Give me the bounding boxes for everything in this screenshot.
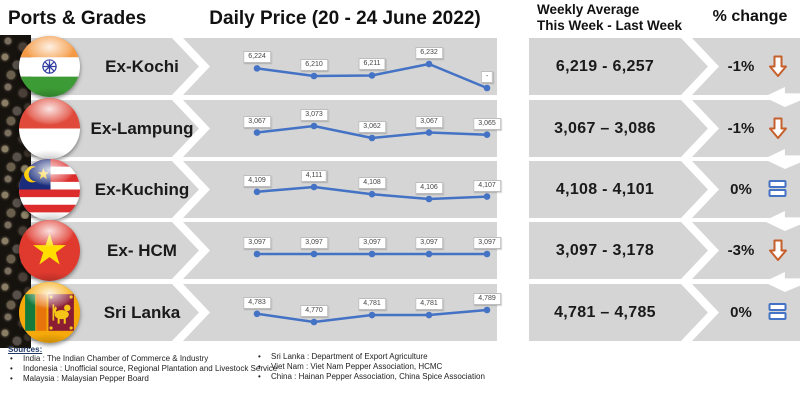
trend-down-icon	[768, 239, 792, 263]
malaysia-flag-icon	[19, 159, 80, 220]
data-label: 4,111	[300, 170, 328, 182]
port-name: Ex- HCM	[107, 241, 177, 260]
data-label: 3,097	[243, 237, 271, 249]
column-header-ports-grades: Ports & Grades	[8, 8, 147, 29]
data-label: 4,783	[243, 296, 271, 309]
weekly-average-line2: This Week - Last Week	[537, 18, 683, 33]
sparkline-chart: 4,783 4,770 4,781 4,781 4,789	[217, 284, 517, 341]
percent-change-value: 0%	[730, 304, 752, 321]
indonesia-flag-icon	[19, 98, 80, 159]
weekly-average-value: 3,097 - 3,178	[555, 242, 655, 259]
column-header-daily-price: Daily Price (20 - 24 June 2022)	[209, 8, 481, 29]
port-row-ex-hcm: Ex- HCM 3,097 3,097 3,097 3,097 3,097 3,097 …	[19, 220, 800, 281]
weekly-average-line1: Weekly Average	[537, 2, 640, 17]
weekly-average-value: 6,219 - 6,257	[555, 58, 655, 75]
row-band	[31, 222, 800, 279]
india-flag-icon	[19, 36, 80, 97]
data-label: 3,097	[415, 237, 443, 249]
port-name: Ex-Lampung	[90, 119, 194, 138]
bullet-icon: •	[10, 354, 13, 363]
bullet-icon: •	[258, 372, 261, 381]
data-label: 3,097	[473, 237, 501, 249]
data-label: 4,770	[300, 305, 328, 317]
data-label: 6,210	[300, 59, 328, 71]
data-label: 3,067	[243, 115, 271, 128]
data-label: 3,062	[358, 121, 386, 133]
sparkline-chart: 6,224 6,210 6,211 6,232 -	[217, 38, 517, 95]
source-item: • China : Hainan Pepper Association, Chin…	[258, 372, 485, 381]
sparkline-chart: 3,067 3,073 3,062 3,067 3,065	[217, 100, 517, 157]
row-band	[31, 100, 800, 157]
bullet-icon: •	[10, 364, 13, 373]
data-label: 6,211	[358, 58, 386, 71]
data-label: 4,781	[415, 298, 443, 311]
percent-change-value: -1%	[727, 120, 755, 137]
port-name: Ex-Kuching	[94, 180, 190, 199]
data-label: 4,106	[415, 182, 443, 194]
percent-change-value: -3%	[727, 242, 755, 259]
data-label: 4,789	[473, 293, 501, 305]
trend-down-icon	[768, 55, 792, 79]
sri-lanka-flag-icon	[19, 282, 80, 343]
port-row-sri-lanka: Sri Lanka 4,783 4,770 4,781 4,781 4,789 4,78…	[19, 282, 800, 343]
vietnam-flag-icon	[19, 220, 80, 281]
row-band	[31, 284, 800, 341]
column-header-pct-change: % change	[712, 8, 788, 25]
column-gap	[497, 222, 529, 279]
weekly-average-value: 3,067 – 3,086	[554, 120, 656, 137]
data-label: 4,109	[243, 174, 271, 187]
trend-flat-icon	[768, 178, 792, 202]
port-name: Sri Lanka	[103, 303, 181, 322]
weekly-average-value: 4,108 - 4,101	[555, 181, 655, 198]
trend-flat-icon	[768, 301, 792, 325]
source-item: • Indonesia : Unofficial source, Regional…	[10, 364, 278, 373]
data-label: 3,067	[415, 115, 443, 128]
port-name: Ex-Kochi	[105, 57, 179, 76]
source-item: • Sri Lanka : Department of Export Agricu…	[258, 352, 428, 361]
data-label: 4,108	[358, 177, 386, 190]
data-label: 6,224	[243, 51, 271, 64]
trend-down-icon	[768, 117, 792, 141]
bullet-icon: •	[10, 374, 13, 383]
bullet-icon: •	[258, 352, 261, 361]
port-row-ex-kuching: Ex-Kuching 4,109 4,111 4,108 4,106 4,107 4,1…	[19, 159, 800, 220]
data-label: 3,097	[300, 237, 328, 249]
column-gap	[497, 100, 529, 157]
weekly-average-value: 4,781 – 4,785	[554, 304, 656, 321]
data-label: 3,097	[358, 237, 386, 249]
column-gap	[497, 161, 529, 218]
data-label: 6,232	[415, 47, 443, 59]
sparkline-chart: 4,109 4,111 4,108 4,106 4,107	[217, 161, 517, 218]
source-item: • India : The Indian Chamber of Commerce …	[10, 354, 209, 363]
data-label: 4,107	[473, 179, 501, 192]
column-gap	[497, 38, 529, 95]
sources-title: Sources:	[8, 345, 43, 354]
data-label: 4,781	[358, 298, 386, 311]
data-label: -	[480, 71, 494, 83]
percent-change-value: 0%	[730, 181, 752, 198]
sparkline-chart: 3,097 3,097 3,097 3,097 3,097	[217, 222, 517, 279]
data-label: 3,065	[473, 117, 501, 130]
percent-change-value: -1%	[727, 58, 755, 75]
column-header-weekly-average: Weekly Average This Week - Last Week	[537, 2, 702, 34]
bullet-icon: •	[258, 362, 261, 371]
data-label: 3,073	[300, 109, 328, 121]
source-item: • Malaysia : Malaysian Pepper Board	[10, 374, 149, 383]
column-gap	[497, 284, 529, 341]
source-item: • Viet Nam : Viet Nam Pepper Association,…	[258, 362, 443, 371]
port-row-ex-lampung: Ex-Lampung 3,067 3,073 3,062 3,067 3,065 3,0…	[19, 98, 800, 159]
port-row-ex-kochi: Ex-Kochi 6,224 6,210 6,211 6,232 - 6,219 - 6…	[19, 36, 800, 97]
